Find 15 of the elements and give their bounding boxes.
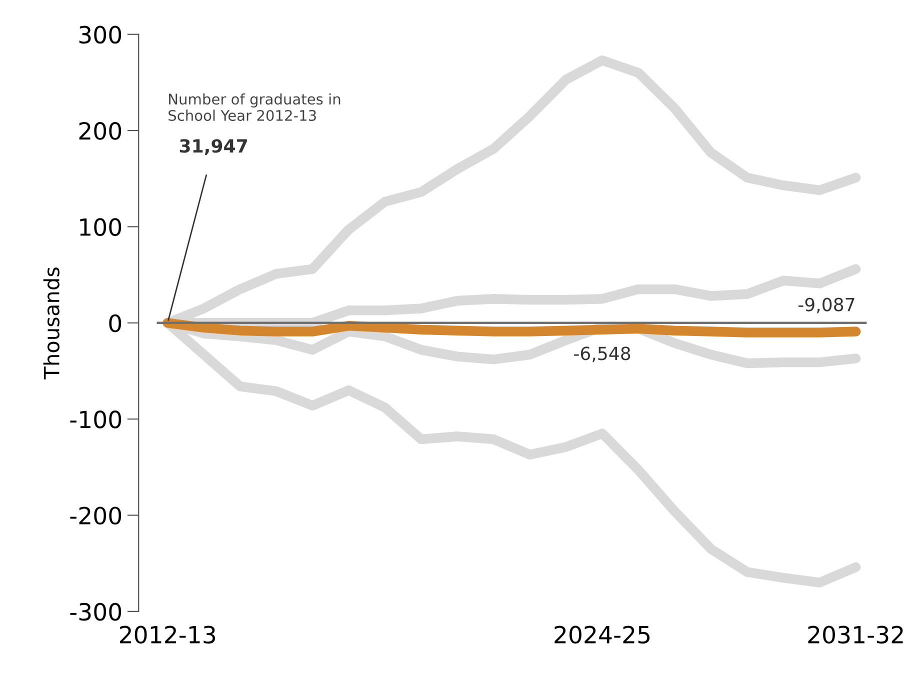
y-axis-title: Thousands (43, 268, 60, 380)
y-tick-label: 200 (79, 122, 122, 140)
y-tick-label: -200 (70, 506, 122, 525)
y-tick-label: -100 (70, 410, 122, 428)
x-tick-label: 2012-13 (120, 626, 216, 644)
annotation: -6,548 (574, 346, 630, 362)
annotation: -9,087 (798, 298, 854, 314)
annotation: Number of graduates in School Year 2012-13 (168, 93, 340, 121)
x-tick-label: 2024-25 (554, 626, 650, 644)
y-tick-label: 0 (109, 314, 122, 332)
x-tick-label: 2031-32 (808, 626, 903, 644)
y-tick-label: 100 (80, 218, 122, 236)
y-tick-label: -300 (70, 602, 122, 621)
y-tick-label: 300 (79, 26, 122, 44)
annotation: 31,947 (180, 139, 247, 156)
